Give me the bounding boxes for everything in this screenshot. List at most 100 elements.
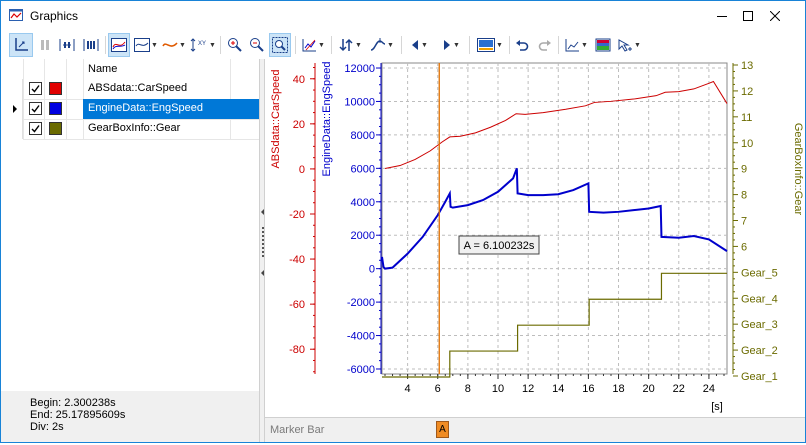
gear-tick-label: 7 [741,216,747,228]
current-row-indicator-icon [13,105,17,113]
name-column-header[interactable]: Name [88,63,118,75]
y-axis-scale-icon: XY [190,38,206,52]
signal-color-swatch[interactable] [49,122,62,135]
division: Div: 2s [30,421,64,433]
engspeed-tick-label: 8000 [351,130,375,142]
up-down-arrow-icon [339,38,353,52]
engspeed-tick-label: 6000 [351,163,375,175]
marker-a-flag[interactable]: A [436,421,449,438]
signal-row-engspeed[interactable]: EngineData::EngSpeed [1,99,259,119]
undo-button[interactable] [512,33,532,57]
pause-button[interactable] [37,33,53,57]
signal-wave-icon [111,38,127,52]
carspeed-tick-label: 20 [293,119,305,131]
carspeed-tick-label: -80 [289,344,305,356]
signal-visible-checkbox[interactable] [29,122,42,135]
window-title: Graphics [30,9,79,23]
signal-view-button[interactable] [108,33,130,57]
zoom-out-icon [250,38,264,52]
svg-text:XY: XY [198,41,206,47]
signal-chart[interactable]: 4 6 8 10 12 14 16 18 20 22 24 [s] 40 20 0 -20 -40 -60 -80 A… [265,59,805,417]
maximize-icon [743,11,753,21]
gear-tick-label: Gear_1 [741,371,778,383]
fit-time-icon [59,39,75,51]
pane-splitter[interactable] [259,59,265,442]
zoom-in-button[interactable] [225,33,245,57]
signal-layout-dropdown[interactable]: ▼ [133,33,159,57]
redo-button[interactable] [535,33,555,57]
x-tick-label: 16 [582,383,594,395]
fit-all-button[interactable] [81,33,101,57]
engspeed-tick-label: 2000 [351,230,375,242]
maximize-button[interactable] [732,1,764,31]
marker-curve-icon [370,38,386,51]
marker-mode-dropdown[interactable]: ▼ [367,33,397,57]
carspeed-tick-label: -40 [289,254,305,266]
gear-axis-title: GearBoxInfo::Gear [792,123,804,216]
signal-visible-checkbox[interactable] [29,82,42,95]
line-style-icon [162,42,178,47]
gear-tick-label: Gear_2 [741,345,778,357]
carspeed-axis-title: ABSdata::CarSpeed [270,69,282,168]
x-tick-label: 24 [703,383,715,395]
signal-row-carspeed[interactable]: ABSdata::CarSpeed [1,79,259,99]
chart-options-dropdown[interactable]: ▼ [299,33,327,57]
engspeed-tick-label: -2000 [347,297,375,309]
carspeed-tick-label: 0 [299,164,305,176]
fit-time-button[interactable] [57,33,77,57]
engspeed-line [381,167,728,270]
carspeed-tick-label: -20 [289,209,305,221]
x-axis-label: [s] [711,401,723,413]
signal-color-swatch[interactable] [49,82,62,95]
engspeed-tick-label: 10000 [344,96,375,108]
gear-tick-label: Gear_4 [741,293,778,305]
gear-tick-label: Gear_3 [741,319,778,331]
pause-icon [41,40,49,50]
cursor-options-dropdown[interactable]: ▼ [615,33,643,57]
engspeed-tick-label: 4000 [351,197,375,209]
x-tick-label: 22 [673,383,685,395]
gear-tick-label: 9 [741,164,747,176]
signal-layout-icon [134,38,151,52]
layout-panel-icon [477,38,496,52]
next-button[interactable]: ▼ [437,33,465,57]
zoom-window-button[interactable] [269,33,291,57]
zoom-out-button[interactable] [247,33,267,57]
graphics-app-icon [9,9,23,21]
color-palette-icon [595,38,611,52]
previous-button[interactable]: ▼ [405,33,433,57]
step-mode-dropdown[interactable]: ▼ [335,33,365,57]
signal-name: EngineData::EngSpeed [88,102,203,114]
x-tick-label: 6 [435,383,441,395]
signal-name: ABSdata::CarSpeed [88,82,188,94]
checkmark-icon [31,125,40,133]
signal-row-gear[interactable]: GearBoxInfo::Gear [1,119,259,139]
layout-dropdown[interactable]: ▼ [473,33,507,57]
zoom-window-icon [272,37,288,53]
x-tick-label: 14 [552,383,564,395]
y-axis-dropdown[interactable]: XY ▼ [189,33,217,57]
color-settings-button[interactable] [593,33,613,57]
line-style-dropdown[interactable]: ▼ [161,33,187,57]
marker-readout: A = 6.100232s [464,240,535,252]
minimize-button[interactable] [706,1,738,31]
signal-color-swatch[interactable] [49,102,62,115]
zoom-in-icon [228,38,242,52]
splitter-grip-icon [261,209,264,276]
gear-tick-label: 8 [741,190,747,202]
gear-tick-label: 10 [741,138,753,150]
chart-area[interactable]: 4 6 8 10 12 14 16 18 20 22 24 [s] 40 20 0 -20 -40 -60 -80 A… [265,59,805,417]
engspeed-axis-title: EngineData::EngSpeed [321,62,333,177]
close-button[interactable] [759,1,791,31]
x-tick-label: 20 [643,383,655,395]
marker-bar[interactable]: Marker Bar A [265,417,805,442]
measure-dropdown[interactable]: ▼ [562,33,590,57]
signal-visible-checkbox[interactable] [29,102,42,115]
checkmark-icon [31,85,40,93]
x-tick-label: 18 [612,383,624,395]
plot-area [381,62,728,375]
begin-time: Begin: 2.300238s [30,397,116,409]
measure-chart-icon [565,39,580,52]
zoom-mode-button[interactable] [9,33,33,57]
